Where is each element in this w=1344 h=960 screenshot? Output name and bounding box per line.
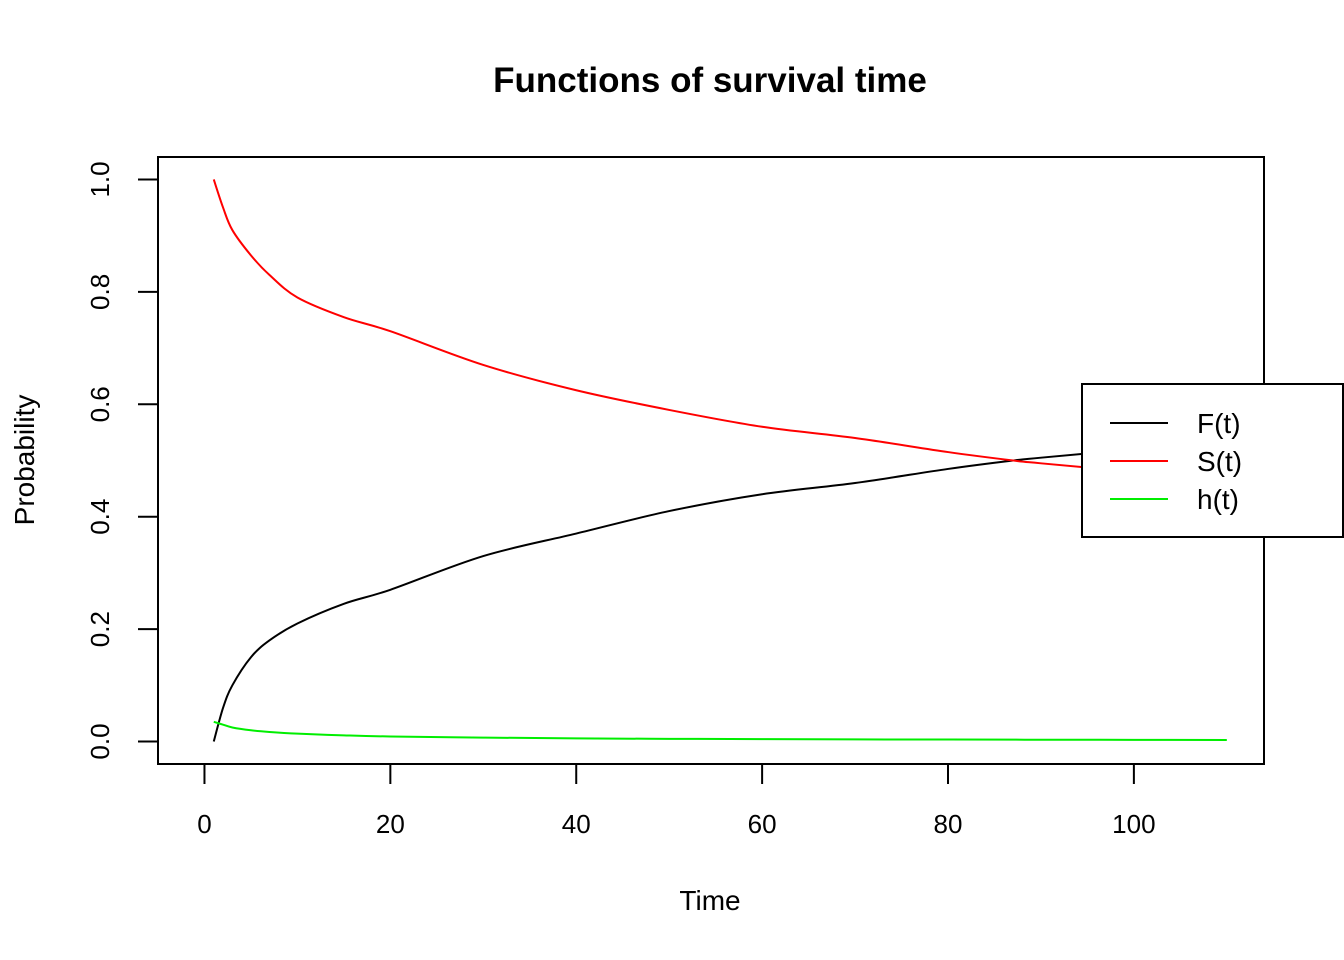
x-tick-label: 60	[748, 809, 777, 839]
x-tick-label: 80	[934, 809, 963, 839]
x-tick-label: 0	[197, 809, 211, 839]
x-axis: 0 20 40 60 80 100	[197, 763, 1156, 839]
legend-label-ht: h(t)	[1197, 484, 1239, 515]
x-tick-label: 40	[562, 809, 591, 839]
y-tick-label: 0.0	[85, 723, 115, 759]
y-axis-label: Probability	[9, 395, 40, 526]
legend-label-st: S(t)	[1197, 446, 1242, 477]
y-axis: 0.0 0.2 0.4 0.6 0.8 1.0	[85, 161, 159, 760]
y-tick-label: 0.8	[85, 274, 115, 310]
x-tick-label: 100	[1112, 809, 1155, 839]
series-line-ht	[213, 720, 1227, 741]
x-tick-label: 20	[376, 809, 405, 839]
y-tick-label: 0.4	[85, 499, 115, 535]
y-tick-label: 0.2	[85, 611, 115, 647]
legend: F(t) S(t) h(t)	[1081, 383, 1344, 538]
x-axis-label: Time	[679, 885, 740, 916]
chart-title: Functions of survival time	[493, 61, 927, 100]
series-layer	[212, 179, 1227, 742]
y-tick-label: 1.0	[85, 161, 115, 197]
series-line-st	[212, 179, 1227, 482]
series-line-ft	[212, 439, 1227, 742]
legend-label-ft: F(t)	[1197, 408, 1241, 439]
y-tick-label: 0.6	[85, 386, 115, 422]
